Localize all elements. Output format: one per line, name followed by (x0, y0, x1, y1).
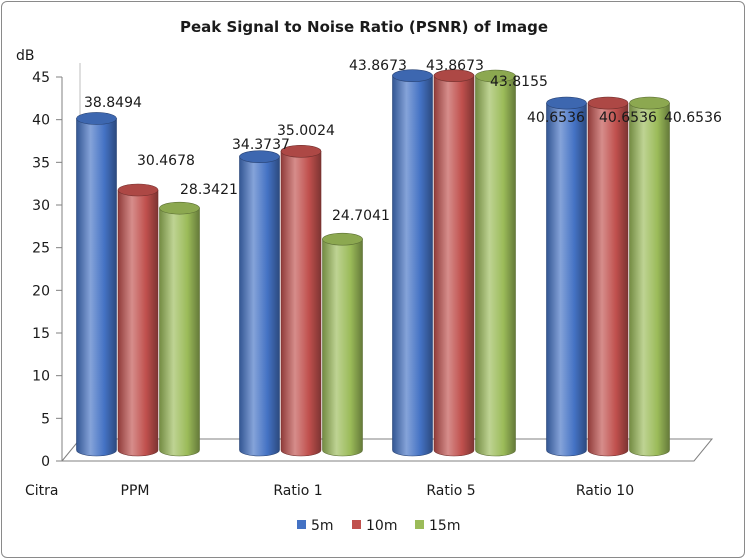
bar-15m-ratio-1 (322, 232, 363, 457)
y-tick-label: 20 (32, 283, 50, 299)
data-label: 34.3737 (232, 137, 290, 153)
y-tick-label: 15 (32, 326, 50, 342)
y-tick-label: 40 (32, 113, 50, 129)
data-label: 30.4678 (137, 153, 195, 169)
bar-10m-ratio-5 (433, 69, 475, 457)
x-category-label: Ratio 5 (426, 483, 475, 499)
data-label: 28.3421 (180, 182, 238, 198)
data-label: 24.7041 (332, 208, 390, 224)
y-axis-label: dB (16, 48, 35, 64)
y-tick-label: 10 (32, 369, 50, 385)
y-tick-label: 5 (41, 411, 50, 427)
y-tick-label: 45 (32, 70, 50, 86)
chart-title: Peak Signal to Noise Ratio (PSNR) of Ima… (180, 18, 548, 36)
bar-10m-ppm (117, 183, 159, 457)
legend-label-15m: 15m (429, 518, 460, 534)
bar-5m-ratio-10 (546, 96, 587, 457)
y-tick-label: 30 (32, 198, 50, 214)
bar-10m-ratio-1 (280, 145, 322, 457)
legend-swatch-15m (415, 520, 424, 529)
legend-label-10m: 10m (366, 518, 397, 534)
data-label: 38.8494 (84, 95, 142, 111)
x-category-label: Ratio 10 (576, 483, 634, 499)
data-label: 40.6536 (599, 110, 657, 126)
bar-15m-ratio-10 (629, 96, 670, 457)
data-label: 43.8673 (349, 58, 407, 74)
data-label: 40.6536 (527, 110, 585, 126)
legend-swatch-10m (352, 520, 361, 529)
data-label: 43.8155 (490, 74, 548, 90)
bar-5m-ratio-5 (392, 69, 433, 457)
legend: 5m 10m 15m (297, 518, 460, 534)
axes: 0 5 10 15 20 25 30 35 40 45 PPM Ratio 1 Ratio 5 Ratio… (32, 63, 714, 499)
data-label: 35.0024 (277, 123, 335, 139)
data-label: 40.6536 (664, 110, 722, 126)
y-tick-label: 35 (32, 155, 50, 171)
bar-10m-ratio-10 (587, 96, 629, 457)
x-category-label: PPM (121, 483, 150, 499)
x-axis-label: Citra (25, 483, 59, 499)
data-label: 43.8673 (426, 58, 484, 74)
bar-5m-ratio-1 (239, 150, 280, 457)
bars (76, 69, 670, 457)
bar-15m-ratio-5 (475, 69, 516, 457)
y-tick-label: 25 (32, 241, 50, 257)
bar-15m-ppm (159, 201, 200, 457)
x-category-label: Ratio 1 (273, 483, 322, 499)
legend-swatch-5m (297, 520, 306, 529)
legend-label-5m: 5m (311, 518, 334, 534)
y-tick-label: 0 (41, 454, 50, 470)
bar-5m-ppm (76, 112, 117, 457)
